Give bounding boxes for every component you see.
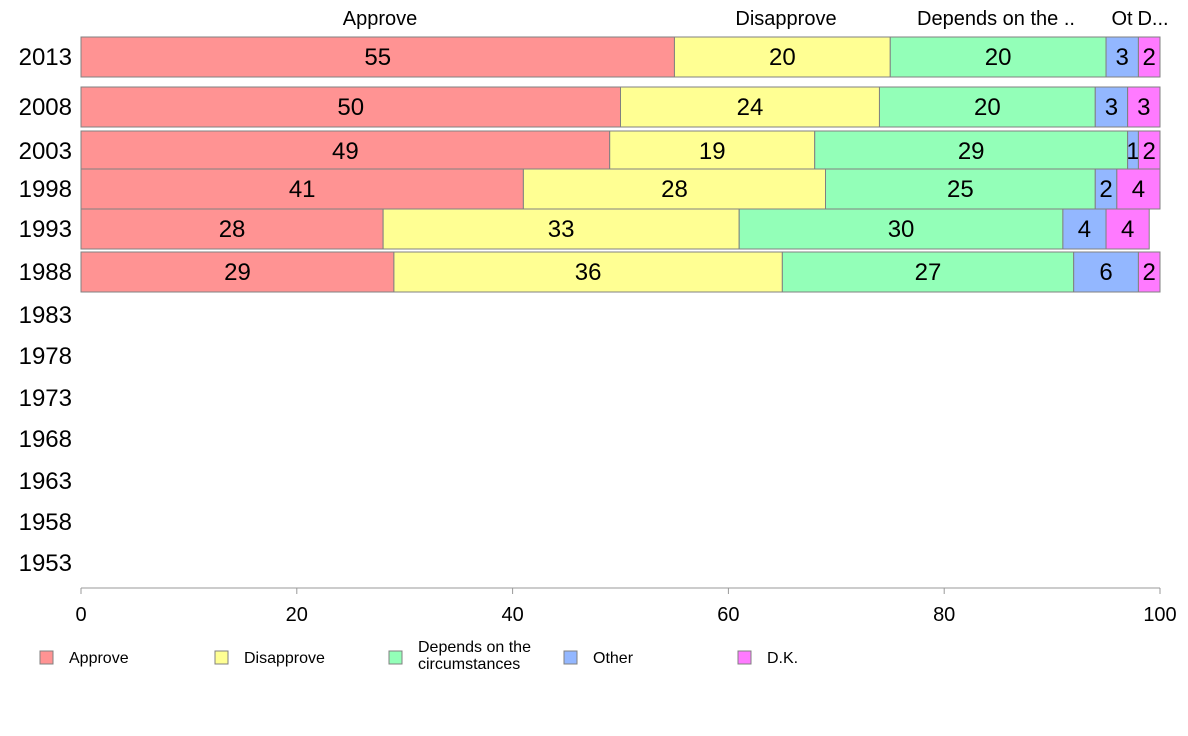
data-label: 29 xyxy=(958,138,985,165)
legend-label: Other xyxy=(593,650,634,667)
year-label: 1993 xyxy=(19,216,72,243)
legend: Approve Disapprove Depends on thecircumsta… xyxy=(39,639,798,673)
data-label: 28 xyxy=(219,216,246,243)
year-label: 1988 xyxy=(19,259,72,286)
bar-segment xyxy=(1137,251,1161,293)
bar-segment xyxy=(1073,251,1139,293)
data-label: 4 xyxy=(1121,216,1134,243)
bar-segment xyxy=(1105,208,1150,250)
data-label: 49 xyxy=(332,138,359,165)
data-label: 3 xyxy=(1116,44,1129,71)
year-label: 1983 xyxy=(19,302,72,329)
bar-segment xyxy=(738,208,1064,250)
data-label: 24 xyxy=(737,94,764,121)
year-label: 1973 xyxy=(19,385,72,412)
data-label: 20 xyxy=(985,44,1012,71)
data-label: 20 xyxy=(974,94,1001,121)
data-label: 19 xyxy=(699,138,726,165)
legend-swatch xyxy=(563,650,578,665)
bar-segment xyxy=(620,86,880,128)
year-label: 1968 xyxy=(19,426,72,453)
data-label: 25 xyxy=(947,176,974,203)
bar-segment xyxy=(80,251,395,293)
x-tick-label: 100 xyxy=(1143,604,1176,626)
legend-label: circumstances xyxy=(418,656,520,673)
data-label: 2 xyxy=(1099,176,1112,203)
data-label: 2 xyxy=(1143,259,1156,286)
bar-segment xyxy=(1127,86,1161,128)
bar-segment xyxy=(781,251,1075,293)
bar-segment xyxy=(80,86,621,128)
year-label: 2013 xyxy=(19,44,72,71)
data-label: 50 xyxy=(337,94,364,121)
data-label: 55 xyxy=(364,44,391,71)
legend-swatch xyxy=(214,650,229,665)
data-label: 1 xyxy=(1126,138,1139,165)
data-label: 4 xyxy=(1132,176,1145,203)
x-tick-label: 60 xyxy=(717,604,739,626)
data-label: 36 xyxy=(575,259,602,286)
bar-segment xyxy=(80,168,524,210)
bars: 55 20 20 3 250 24 20 3 349 19 29 1 241 28 25 2 428 33 30 4 4… xyxy=(80,36,1161,293)
column-header: Disapprove xyxy=(735,8,836,30)
data-label: 28 xyxy=(661,176,688,203)
x-tick-label: 20 xyxy=(286,604,308,626)
bar-segment xyxy=(889,36,1107,78)
data-label: 33 xyxy=(548,216,575,243)
x-axis: 0 20 40 60 80 100 xyxy=(75,587,1177,626)
data-label: 6 xyxy=(1099,259,1112,286)
year-label: 1998 xyxy=(19,176,72,203)
year-label: 1978 xyxy=(19,343,72,370)
legend-swatch xyxy=(737,650,752,665)
column-header: Ot xyxy=(1111,8,1133,30)
x-tick-label: 40 xyxy=(501,604,523,626)
data-label: 27 xyxy=(915,259,942,286)
year-label: 1963 xyxy=(19,468,72,495)
bar-segment xyxy=(673,36,891,78)
legend-swatch xyxy=(388,650,403,665)
year-label: 2003 xyxy=(19,138,72,165)
data-label: 29 xyxy=(224,259,251,286)
bar-segment xyxy=(814,130,1129,172)
data-label: 3 xyxy=(1105,94,1118,121)
legend-label: D.K. xyxy=(767,650,798,667)
year-labels: 2013 2008 2003 1998 1993 1988 1983 1978 1973 1968… xyxy=(19,44,72,577)
data-label: 4 xyxy=(1078,216,1091,243)
column-header: Approve xyxy=(343,8,418,30)
legend-label: Depends on the xyxy=(418,639,531,656)
year-label: 2008 xyxy=(19,94,72,121)
legend-label: Disapprove xyxy=(244,650,325,667)
year-label: 1958 xyxy=(19,509,72,536)
bar-segment xyxy=(1062,208,1107,250)
bar-segment xyxy=(382,208,740,250)
bar-segment xyxy=(878,86,1096,128)
column-header: D... xyxy=(1137,8,1168,30)
data-label: 2 xyxy=(1143,138,1156,165)
bar-segment xyxy=(1116,168,1161,210)
bar-segment xyxy=(1137,36,1161,78)
data-label: 20 xyxy=(769,44,796,71)
data-label: 3 xyxy=(1137,94,1150,121)
bar-segment xyxy=(80,36,675,78)
bar-segment xyxy=(80,130,611,172)
year-label: 1953 xyxy=(19,550,72,577)
bar-segment xyxy=(1094,86,1129,128)
data-label: 41 xyxy=(289,176,316,203)
data-label: 30 xyxy=(888,216,915,243)
column-headers: Approve Disapprove Depends on the .. Ot D... xyxy=(343,8,1169,30)
legend-swatch xyxy=(39,650,54,665)
legend-label: Approve xyxy=(69,650,129,667)
x-tick-label: 80 xyxy=(933,604,955,626)
data-label: 2 xyxy=(1143,44,1156,71)
column-header: Depends on the .. xyxy=(917,8,1075,30)
x-tick-label: 0 xyxy=(75,604,86,626)
